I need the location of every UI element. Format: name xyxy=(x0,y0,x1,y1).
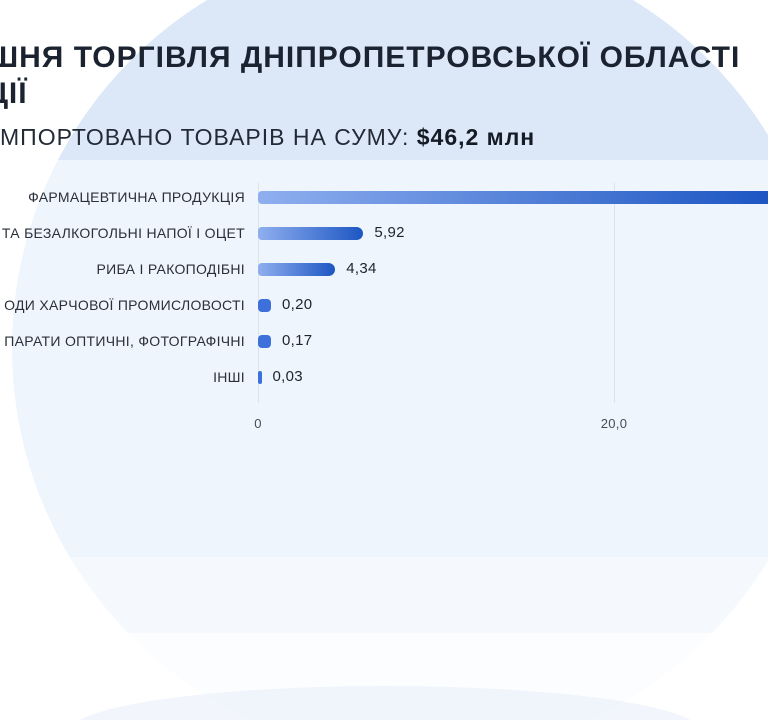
bar xyxy=(258,226,364,240)
value-label: 5,92 xyxy=(374,224,405,241)
page-title-line2: ЦІЇ xyxy=(0,77,28,110)
subtitle-amount: $46,2 млн xyxy=(416,124,536,150)
subtitle-prefix: МПОРТОВАНО ТОВАРІВ НА СУМУ: xyxy=(0,124,417,150)
value-label: 0,20 xyxy=(282,296,313,313)
category-label: ІНШІ xyxy=(213,369,245,385)
x-axis-tick-label: 20,0 xyxy=(600,416,628,431)
bar xyxy=(258,298,271,312)
category-label: ТА БЕЗАЛКОГОЛЬНІ НАПОЇ І ОЦЕТ xyxy=(1,225,245,241)
bar xyxy=(258,262,336,276)
gridline-0 xyxy=(257,183,259,403)
background-band-top xyxy=(0,160,768,557)
category-label: ПАРАТИ ОПТИЧНІ, ФОТОГРАФІЧНІ xyxy=(4,333,245,349)
bar xyxy=(258,190,768,204)
value-label: 0,17 xyxy=(282,332,313,349)
subtitle: МПОРТОВАНО ТОВАРІВ НА СУМУ: $46,2 млн xyxy=(0,124,535,151)
value-label: 0,03 xyxy=(272,368,303,385)
bar xyxy=(258,334,271,348)
category-label: ФАРМАЦЕВТИЧНА ПРОДУКЦІЯ xyxy=(28,189,245,205)
bar xyxy=(258,370,262,384)
background-band-middle xyxy=(0,557,768,633)
gridline-20,0 xyxy=(613,183,615,403)
page-title-line1: ШНЯ ТОРГІВЛЯ ДНІПРОПЕТРОВСЬКОЇ ОБЛАСТІ xyxy=(0,41,741,74)
category-label: РИБА І РАКОПОДІБНІ xyxy=(96,261,245,277)
category-label: ОДИ ХАРЧОВОЇ ПРОМИСЛОВОСТІ xyxy=(4,297,245,313)
x-axis-tick-label: 0 xyxy=(254,416,262,431)
value-label: 4,34 xyxy=(346,260,377,277)
